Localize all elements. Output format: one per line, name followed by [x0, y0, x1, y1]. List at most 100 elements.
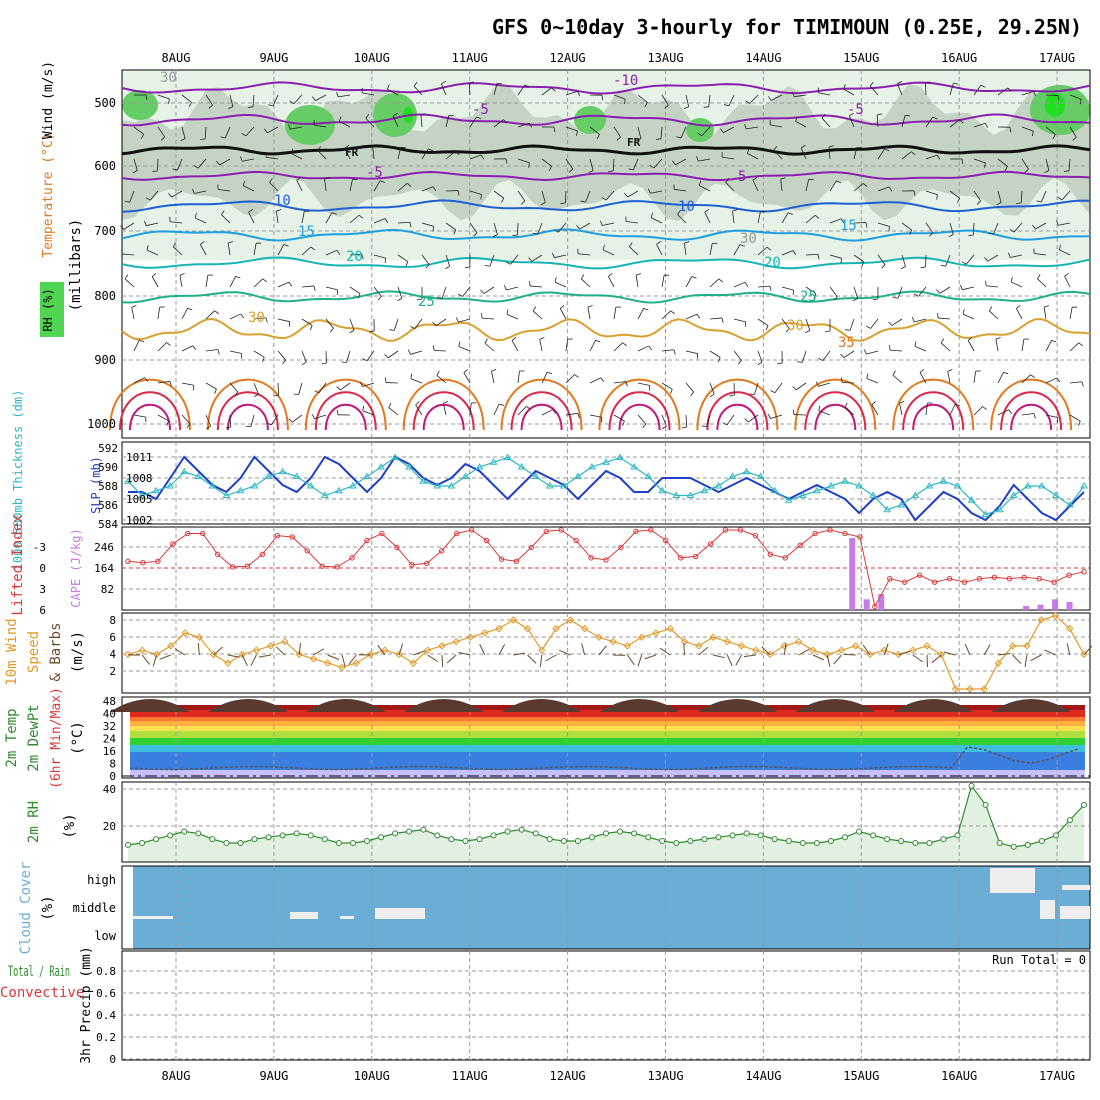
wind-barb	[325, 318, 334, 329]
panel-frame-slp	[121, 441, 1091, 525]
wind-barb-flag	[433, 345, 435, 351]
wind-barb-flag	[670, 389, 673, 394]
lifted-index-marker	[409, 562, 415, 568]
wind-barb	[613, 414, 625, 422]
wind-speed-marker	[409, 659, 418, 667]
rh-marker	[293, 830, 300, 837]
wind-barb	[685, 276, 693, 288]
wind-barb	[897, 286, 903, 299]
wind-barb	[805, 286, 817, 295]
wind-barb-flag	[766, 246, 772, 251]
thickness-marker	[995, 505, 1004, 513]
wind-barb	[205, 275, 209, 288]
wind-barb	[397, 182, 408, 192]
temp-max-hump	[599, 699, 680, 712]
contour-label: FR	[627, 136, 641, 149]
wind-barb-flag	[464, 266, 470, 269]
wind-barb-flag	[254, 393, 259, 398]
wind-barb-flag	[206, 425, 211, 430]
wind-barb	[771, 94, 783, 101]
wind-barb-flag	[192, 188, 195, 194]
contour-label: -5	[847, 102, 864, 118]
rh-shade-green	[285, 105, 335, 145]
lifted-index-marker	[513, 558, 520, 565]
lifted-index-marker	[931, 579, 938, 585]
wind-barb-flag	[817, 254, 820, 260]
cloud-level-label: low	[94, 929, 116, 943]
wind-barb-10m	[377, 644, 386, 656]
wind-barb	[511, 340, 519, 352]
wind-barb	[301, 211, 305, 224]
wind-speed-marker	[923, 642, 931, 650]
wind-barb	[709, 350, 721, 358]
lifted-index-marker	[528, 544, 535, 551]
wind-speed-marker	[324, 659, 332, 667]
wind-barb	[421, 186, 434, 192]
wind-barb	[413, 85, 423, 96]
wind-barb-10m	[626, 654, 635, 666]
wind-barb	[973, 371, 977, 384]
wind-speed-marker	[266, 642, 275, 650]
wind-barb-flag	[642, 423, 647, 429]
thickness-marker	[967, 496, 976, 503]
wind-barb-10m	[812, 654, 825, 661]
rh-marker	[490, 832, 497, 839]
date-label-bottom: 14AUG	[745, 1069, 781, 1083]
wind-speed-marker	[238, 650, 246, 659]
wind-barb-flag	[574, 374, 579, 378]
ylabel-slp: SLP (mb)	[89, 456, 103, 514]
wind-barb-flag	[1057, 196, 1063, 201]
temp-color-band	[130, 717, 1085, 721]
thickness-marker	[391, 453, 400, 460]
wind-barb	[218, 189, 231, 192]
wind-barb	[181, 308, 188, 320]
wind-barb-flag	[560, 202, 566, 204]
wind-barb-flag	[698, 180, 702, 186]
wind-barb	[749, 94, 759, 104]
wind-barb	[757, 318, 769, 326]
wind-barb-flag	[362, 405, 365, 411]
wind-barb	[661, 94, 669, 106]
wind-speed-marker	[1023, 642, 1031, 650]
wind-barb-flag	[476, 116, 482, 120]
wind-barb	[733, 244, 741, 256]
wind-barb-flag	[919, 369, 925, 373]
wind-barb	[651, 217, 663, 224]
wind-barb	[757, 350, 763, 363]
wind-barb-flag	[940, 264, 946, 267]
thickness-tick: 588	[98, 480, 118, 493]
wind-barb-flag	[788, 212, 793, 215]
wind-barb-flag	[384, 354, 389, 359]
wind-barb-flag	[120, 225, 125, 230]
wind-barb	[757, 211, 761, 224]
wind-barb-flag	[1043, 305, 1049, 308]
wind-barb-flag	[888, 226, 890, 232]
wind-barb	[229, 414, 232, 427]
wind-speed-marker	[951, 685, 960, 693]
wind-barb	[1021, 413, 1034, 416]
wind-barb	[709, 243, 713, 256]
lifted-index-marker	[170, 541, 176, 547]
wind-barb-flag	[616, 136, 621, 141]
wind-barb	[967, 340, 975, 352]
wind-barb	[1045, 158, 1050, 171]
wind-barb	[925, 403, 928, 416]
wind-barb-flag	[441, 80, 446, 85]
rh-marker	[813, 839, 820, 846]
wind-barb-10m	[683, 642, 685, 656]
contour-minus5	[121, 113, 1091, 127]
rh-marker	[968, 782, 975, 789]
wind-barb	[770, 124, 783, 128]
rh-marker	[462, 838, 469, 845]
wind-barb	[660, 126, 663, 139]
wind-barb-flag	[785, 328, 790, 333]
wind-barb-flag	[792, 409, 795, 415]
lifted-index-marker	[199, 530, 206, 537]
wind-barb-flag	[961, 261, 967, 265]
wind-barb-flag	[840, 218, 845, 224]
contour-label: 30	[160, 70, 177, 86]
wind-barb	[253, 278, 264, 288]
rh-marker	[982, 801, 989, 808]
wind-barb	[1037, 278, 1047, 288]
wind-barb	[685, 414, 688, 428]
